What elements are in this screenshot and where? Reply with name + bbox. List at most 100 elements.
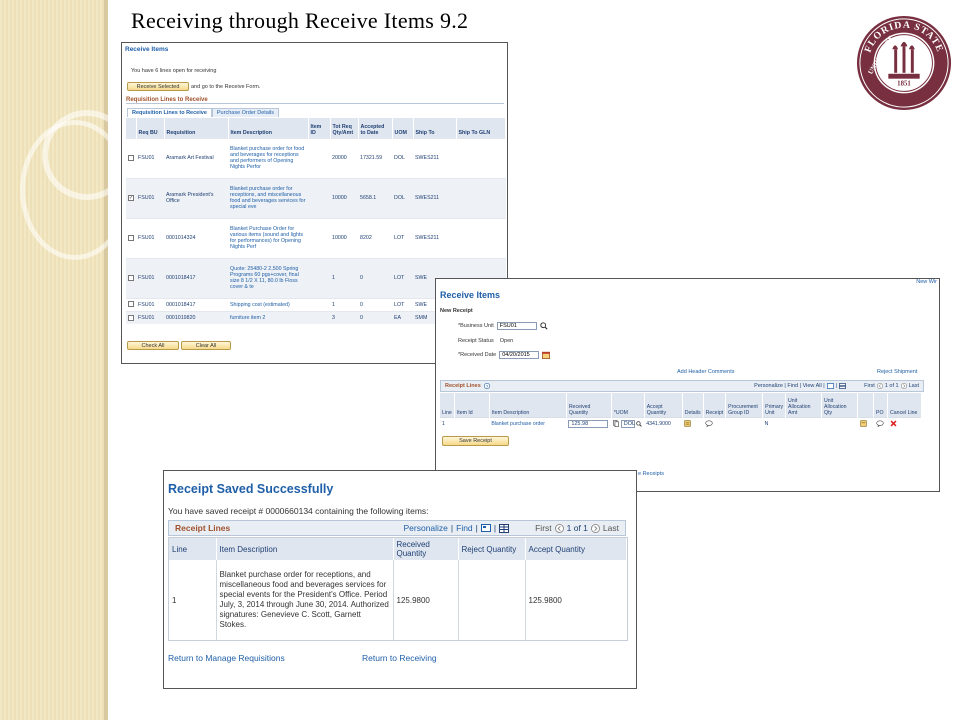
total-qty-cell: 10000: [330, 177, 358, 218]
column-header: Item ID: [308, 118, 331, 138]
row-checkbox-checked[interactable]: ✓: [128, 194, 134, 201]
tab-purchase-order-details[interactable]: Purchase Order Details: [211, 108, 280, 117]
item-description-link[interactable]: Blanket purchase order for receptions, a…: [228, 177, 308, 218]
row-checkbox[interactable]: [128, 301, 134, 308]
item-description-link[interactable]: furniture item 2: [228, 310, 308, 324]
po-comment-icon[interactable]: [875, 420, 884, 428]
search-icon[interactable]: [540, 322, 548, 330]
column-header: Received Quantity: [393, 538, 459, 560]
po-details-icon[interactable]: [859, 420, 867, 427]
pager-first[interactable]: First: [535, 523, 552, 533]
open-lines-message: You have 6 lines open for receiving: [131, 68, 217, 74]
req-bu-cell: FSU01: [136, 297, 164, 311]
pager-first[interactable]: First: [864, 383, 875, 389]
column-header: [857, 393, 875, 417]
item-description-link[interactable]: Shipping cost (estimated): [228, 297, 308, 311]
return-to-receiving-link[interactable]: Return to Receiving: [362, 653, 437, 663]
column-header: [126, 118, 137, 138]
column-header: PO: [873, 393, 889, 417]
item-description-link[interactable]: Blanket purchase order for food and beve…: [228, 137, 308, 178]
requisition-cell: 0001019820: [164, 310, 228, 324]
previous-icon[interactable]: [554, 523, 564, 533]
check-all-button[interactable]: Check All: [127, 341, 179, 350]
comment-icon[interactable]: [705, 420, 713, 428]
item-description-link[interactable]: Quote: 25480-2 2,500 Spring Programs 60 …: [228, 257, 308, 298]
row-checkbox[interactable]: [128, 274, 134, 281]
pager-last[interactable]: Last: [908, 383, 919, 389]
line-cell: 1: [440, 416, 455, 430]
uom-cell: LOT: [392, 257, 413, 298]
details-icon[interactable]: [684, 420, 691, 427]
ship-to-cell: SWES211: [413, 137, 456, 178]
zoom-icon[interactable]: [826, 383, 834, 389]
grid-nav-links[interactable]: Personalize | Find | View All |: [754, 383, 825, 389]
item-id-cell: [308, 217, 330, 258]
slide-title: Receiving through Receive Items 9.2: [131, 8, 469, 33]
add-header-comments-link[interactable]: Add Header Comments: [677, 369, 735, 375]
requisition-cell: 0001014324: [164, 217, 228, 258]
search-icon[interactable]: [636, 420, 642, 427]
new-window-link[interactable]: New Wir: [916, 279, 937, 285]
help-icon[interactable]: ?: [483, 383, 490, 389]
ship-to-gln-cell: [456, 137, 506, 178]
column-header: Unit Allocation Qty: [821, 393, 859, 417]
total-qty-cell: 3: [330, 310, 358, 324]
ship-to-gln-cell: [456, 177, 506, 218]
item-description-link[interactable]: Blanket Purchase Order for various items…: [228, 217, 308, 258]
business-unit-input[interactable]: FSU01: [496, 322, 537, 330]
download-icon[interactable]: [839, 383, 847, 389]
reject-shipment-link[interactable]: Reject Shipment: [877, 369, 918, 375]
column-header: Item Id: [454, 393, 490, 417]
next-icon[interactable]: [590, 523, 600, 533]
return-to-manage-requisitions-link[interactable]: Return to Manage Requisitions: [168, 653, 285, 663]
calendar-icon[interactable]: [542, 351, 551, 359]
receipt-lines-table: Line Item Id Item Description Received Q…: [440, 393, 922, 430]
item-description-link[interactable]: Blanket purchase order: [489, 416, 567, 430]
svg-text:1851: 1851: [897, 81, 911, 88]
column-header: Item Description: [489, 393, 567, 417]
received-date-label: *Received Date: [458, 352, 497, 358]
table-row: FSU01 Aramark Art Festival Blanket purch…: [126, 137, 506, 178]
received-date-input[interactable]: 04/20/2015: [499, 351, 540, 359]
item-id-cell: [308, 297, 330, 311]
receive-items-title: Receive Items: [125, 46, 169, 53]
received-quantity-cell: 125.9800: [393, 560, 459, 640]
row-checkbox[interactable]: [128, 234, 134, 241]
download-icon[interactable]: [499, 523, 510, 533]
previous-icon[interactable]: [876, 383, 883, 389]
copy-icon[interactable]: [613, 420, 620, 428]
row-checkbox[interactable]: [128, 314, 134, 321]
cancel-line-icon[interactable]: [890, 420, 897, 427]
business-unit-label: *Business Unit: [458, 323, 494, 329]
req-bu-cell: FSU01: [136, 257, 164, 298]
save-receipt-button[interactable]: Save Receipt: [442, 436, 509, 446]
new-receipt-screenshot: New Wir Receive Items New Receipt *Busin…: [435, 278, 940, 492]
column-header: Req BU: [136, 118, 165, 138]
item-id-cell: [308, 310, 330, 324]
uom-input[interactable]: DOL: [620, 419, 635, 428]
pager-last[interactable]: Last: [602, 523, 619, 533]
pager-range: 1 of 1: [884, 383, 899, 389]
receipts-link[interactable]: e Receipts: [638, 471, 664, 477]
receive-selected-button[interactable]: Receive Selected: [127, 82, 189, 91]
fsu-seal-logo: FLORIDA STATE UNIVERSITY 1851: [856, 15, 952, 111]
personalize-link[interactable]: Personalize: [403, 523, 448, 533]
column-header: Ship To GLN: [456, 118, 506, 138]
row-checkbox[interactable]: [128, 154, 134, 161]
column-header: Item Description: [228, 118, 309, 138]
received-quantity-input[interactable]: 125.98: [568, 419, 609, 428]
find-link[interactable]: Find: [456, 523, 473, 533]
zoom-icon[interactable]: [480, 524, 491, 532]
tab-requisition-lines[interactable]: Requisition Lines to Receive: [127, 108, 212, 117]
uom-cell: DOL: [392, 137, 413, 178]
table-row: FSU01 0001018417 Quote: 25480-2 2,500 Sp…: [126, 257, 506, 298]
receipt-saved-screenshot: Receipt Saved Successfully You have save…: [163, 470, 637, 689]
column-header: Ship To: [413, 118, 457, 138]
uom-cell: LOT: [392, 217, 413, 258]
ship-to-cell: SWES211: [413, 177, 456, 218]
column-header: Primary Unit: [762, 393, 787, 417]
column-header: Procurement Group ID: [725, 393, 764, 417]
uom-cell: EA: [392, 310, 413, 324]
clear-all-button[interactable]: Clear All: [181, 341, 231, 350]
next-icon[interactable]: [900, 383, 907, 389]
